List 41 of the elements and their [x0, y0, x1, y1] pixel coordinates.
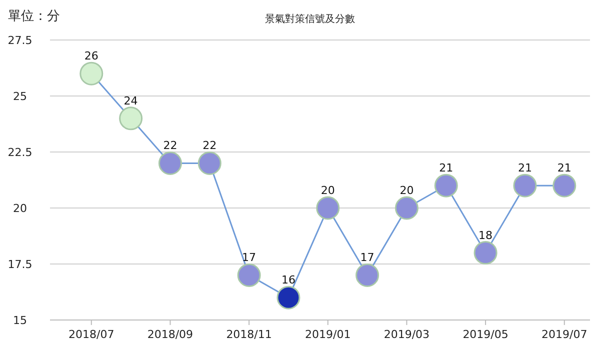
- data-label: 21: [439, 162, 454, 175]
- y-tick-label: 20: [13, 202, 27, 215]
- point: [237, 263, 261, 287]
- data-label: 16: [281, 274, 296, 287]
- point: [158, 151, 182, 175]
- data-label: 20: [400, 184, 414, 197]
- data-label: 22: [202, 139, 217, 152]
- point: [276, 286, 300, 310]
- data-label: 17: [242, 251, 256, 264]
- point: [316, 196, 340, 220]
- x-tick-label: 2019/07: [542, 328, 588, 341]
- point: [80, 62, 104, 86]
- data-label: 17: [360, 251, 374, 264]
- y-tick-label: 25: [13, 90, 27, 103]
- data-label: 18: [478, 228, 493, 242]
- y-tick-label: 27.5: [8, 34, 32, 47]
- y-axis-title: 單位：分: [8, 9, 60, 24]
- data-label: 21: [518, 162, 532, 175]
- y-tick-label: 15: [13, 314, 27, 327]
- data-label: 26: [84, 50, 98, 63]
- data-label: 22: [163, 139, 178, 152]
- point: [356, 263, 380, 287]
- x-tick-label: 2018/09: [147, 328, 194, 341]
- chart-title: 景氣對策信號及分數: [265, 13, 355, 25]
- data-label: 20: [320, 184, 335, 197]
- x-tick-label: 2019/03: [384, 328, 430, 341]
- point: [434, 174, 458, 198]
- point: [474, 241, 498, 265]
- point: [552, 174, 576, 198]
- x-tick-label: 2018/07: [68, 328, 114, 341]
- x-tick-label: 2019/01: [305, 328, 351, 341]
- point: [394, 196, 418, 220]
- point: [513, 174, 537, 198]
- point: [198, 151, 222, 175]
- y-tick-label: 17.5: [8, 258, 32, 271]
- point: [119, 106, 143, 130]
- x-tick-label: 2018/11: [226, 328, 272, 341]
- data-label: 21: [557, 162, 572, 175]
- y-tick-label: 22.5: [8, 146, 32, 159]
- x-tick-label: 2019/05: [462, 328, 508, 341]
- data-label: 24: [124, 94, 138, 108]
